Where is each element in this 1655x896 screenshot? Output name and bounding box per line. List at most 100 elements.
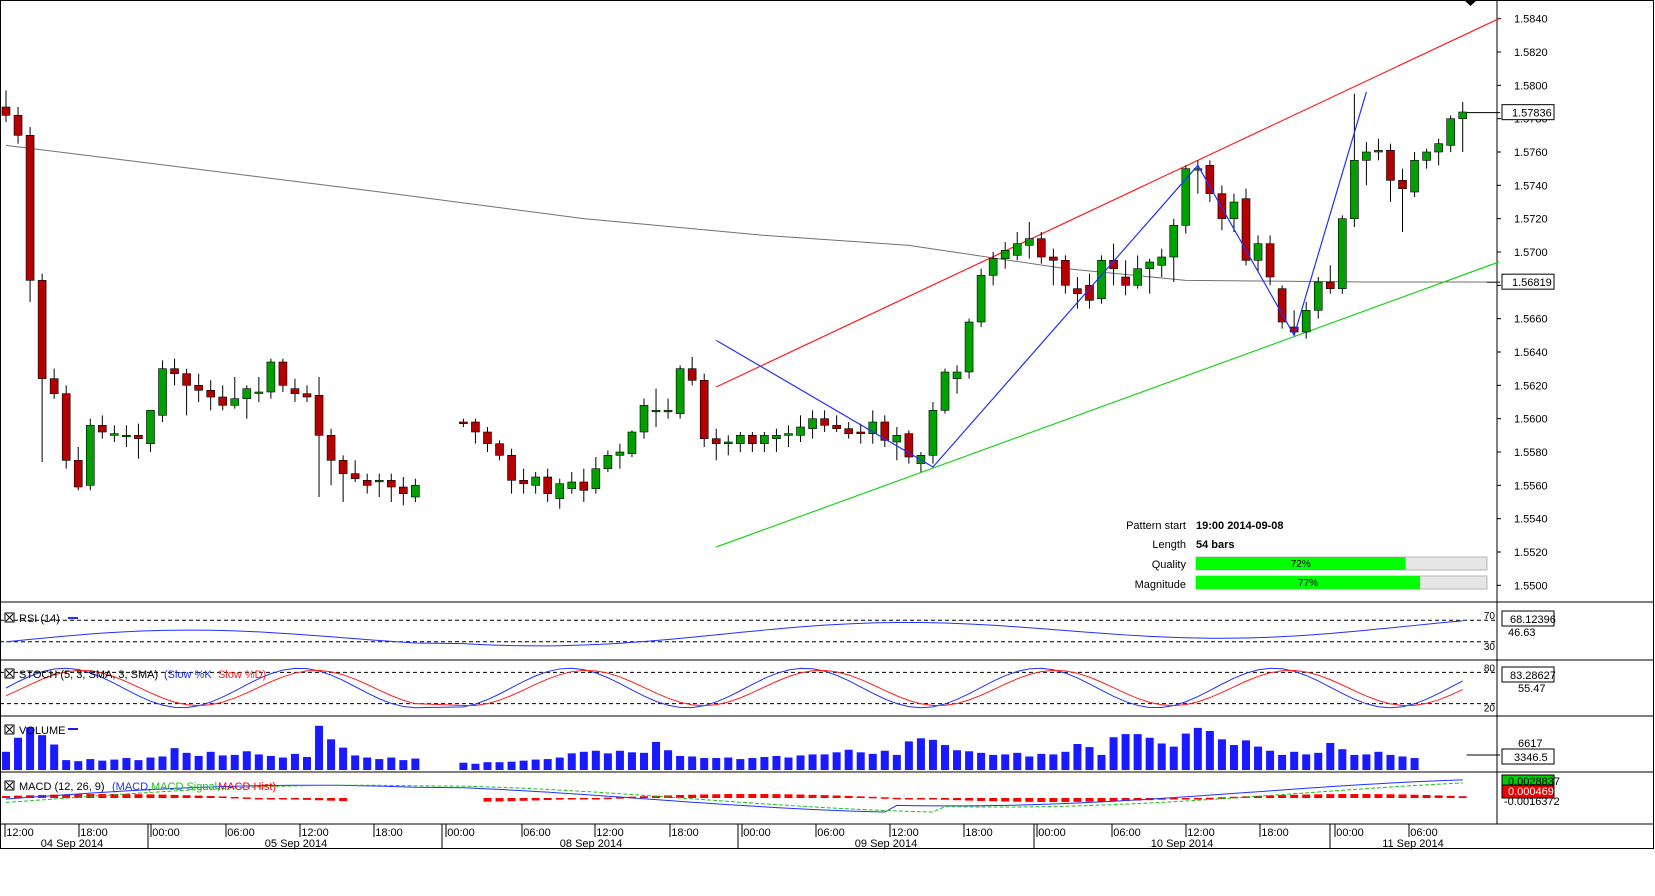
volume-title: VOLUME [19, 725, 65, 737]
macd-hist-bar [567, 798, 576, 800]
macd-hist-bar [1037, 798, 1046, 802]
volume-bar [603, 753, 612, 770]
volume-bar [1085, 747, 1094, 770]
candle-body [194, 385, 203, 391]
candle-body [1386, 150, 1395, 181]
volume-bar [1350, 754, 1359, 770]
volume-bar [1410, 758, 1419, 770]
candle-body [1313, 281, 1323, 311]
macd-hist-bar [327, 798, 336, 801]
time-tick-label: 18:00 [1261, 827, 1289, 839]
macd-hist-bar [928, 798, 937, 800]
volume-bar [736, 759, 745, 770]
pattern-start-value: 19:00 2014-09-08 [1196, 520, 1283, 532]
time-tick-label: 00:00 [1336, 827, 1364, 839]
macd-hist-bar [856, 796, 865, 798]
volume-bar [62, 760, 71, 770]
candle-body [711, 438, 721, 444]
macd-hist-bar [760, 794, 769, 798]
volume-bar [640, 752, 648, 770]
candle-body [1338, 218, 1347, 289]
stoch-d-line [5, 669, 1463, 707]
volume-bar [327, 739, 336, 770]
volume-bar [110, 759, 119, 770]
quality-label: Quality [1152, 559, 1187, 571]
candle-body [338, 460, 348, 474]
candle-body [1, 106, 11, 116]
volume-bar [591, 750, 600, 770]
macd-hist-bar [1097, 798, 1106, 802]
volume-bar [1121, 734, 1130, 770]
volume-bar [411, 758, 420, 770]
volume-bar [579, 751, 588, 770]
volume-bar [146, 757, 155, 770]
macd-readout: 0.0004691 [1508, 786, 1560, 798]
macd-hist-bar [1266, 795, 1275, 798]
macd-hist-bar [868, 796, 877, 799]
macd-hist-bar [303, 798, 311, 800]
macd-hist-bar [916, 798, 925, 800]
macd-hist-bar [1133, 798, 1142, 801]
volume-bar [1109, 737, 1118, 770]
candle-body [988, 258, 998, 276]
volume-bar [290, 753, 299, 770]
macd-hist-bar [844, 795, 853, 798]
volume-bar [1205, 731, 1214, 770]
candle-body [1422, 151, 1431, 161]
volume-bar [194, 755, 203, 770]
macd-hist-bar [640, 796, 648, 798]
date-label: 08 Sep 2014 [560, 838, 622, 850]
volume-bar [856, 752, 865, 770]
checkbox-x-mark [5, 725, 14, 734]
volume-bar [1001, 754, 1010, 770]
volume-bar [399, 760, 408, 770]
macd-signal-line [5, 782, 1463, 813]
macd-hist-bar [74, 794, 83, 798]
volume-bar [1374, 751, 1383, 770]
macd-title: MACD (12, 26, 9) [19, 781, 105, 793]
length-label: Length [1152, 539, 1186, 551]
candle-body [748, 435, 757, 444]
price-tick-label: 1.5740 [1514, 180, 1548, 192]
price-tick-label: 1.5640 [1514, 347, 1548, 359]
macd-hist-bar [339, 798, 348, 802]
candle-body [314, 395, 324, 436]
candle-body [1037, 238, 1046, 258]
volume-bar [1133, 734, 1142, 770]
macd-hist-bar [254, 797, 263, 800]
macd-hist-bar [772, 794, 781, 798]
volume-bar [98, 760, 107, 770]
candle-body [98, 425, 107, 433]
volume-bar [615, 750, 624, 770]
candle-body [964, 321, 974, 373]
stoch-k-label: (Slow %K [164, 669, 212, 681]
candle-body [278, 361, 288, 386]
volume-bar [230, 754, 239, 770]
candle-body [230, 398, 240, 406]
candle-body [350, 473, 360, 479]
macd-label: (MACD, [112, 781, 151, 793]
volume-bar [1229, 745, 1238, 770]
candle-body [122, 435, 131, 438]
macd-hist-bar [1410, 794, 1419, 798]
candle-body [134, 435, 143, 439]
candle-body [603, 455, 613, 469]
candle-body [555, 483, 565, 499]
price-tick-label: 1.5620 [1514, 380, 1548, 392]
candle-body [1265, 243, 1275, 278]
volume-bar [471, 763, 480, 770]
macd-hist-bar [652, 795, 661, 798]
macd-hist-bar [953, 798, 962, 801]
volume-bar [14, 737, 23, 770]
macd-hist-bar [1181, 798, 1190, 800]
candle-body [519, 480, 528, 484]
candle-body [110, 433, 119, 436]
candle-body [579, 481, 589, 491]
triangle-down-icon[interactable] [1464, 0, 1477, 6]
volume-bar [483, 762, 492, 770]
volume-bar [507, 761, 516, 770]
price-tick-label: 1.5660 [1514, 314, 1548, 326]
macd-hist-bar [904, 798, 913, 800]
candle-body [880, 421, 890, 441]
macd-hist-bar [170, 794, 179, 798]
